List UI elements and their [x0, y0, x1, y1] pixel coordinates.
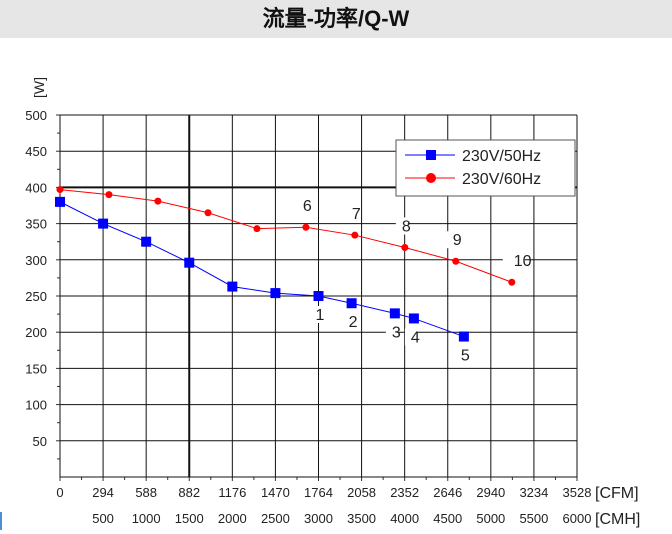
- point-label: 7: [352, 206, 361, 223]
- point-label-bg: [296, 197, 309, 215]
- point-label: 8: [402, 218, 411, 235]
- data-point: [56, 186, 64, 194]
- data-point: [508, 278, 516, 286]
- series-line: [59, 189, 512, 283]
- y-axis-label: [W]: [31, 77, 47, 98]
- y-tick-label: 500: [25, 108, 47, 123]
- x2-tick-label: 4500: [433, 511, 462, 526]
- x-tick-label: 3528: [563, 485, 592, 500]
- data-point: [313, 291, 324, 301]
- data-point: [270, 288, 281, 299]
- edge-marker: [0, 512, 2, 530]
- x2-tick-label: 2500: [261, 511, 290, 526]
- x2-tick-label: 1000: [132, 511, 161, 526]
- point-label: 3: [392, 324, 401, 341]
- data-point: [458, 331, 469, 342]
- x2-tick-label: 1500: [175, 511, 204, 526]
- data-point: [253, 225, 261, 233]
- chart-title: 流量-功率/Q-W: [0, 0, 672, 38]
- x-tick-label: 882: [178, 485, 200, 500]
- legend-label: 230V/60Hz: [462, 171, 541, 188]
- x2-axis-label: [CMH]: [595, 511, 640, 528]
- y-tick-label: 50: [33, 434, 47, 449]
- x2-tick-label: 3500: [347, 511, 376, 526]
- x-tick-label: 1470: [261, 485, 290, 500]
- point-label-bg: [385, 323, 398, 341]
- x-tick-label: 294: [92, 485, 114, 500]
- point-label-bg: [345, 205, 358, 223]
- x-tick-label: 2058: [347, 485, 376, 500]
- x2-tick-label: 5500: [519, 511, 548, 526]
- legend-box: [395, 139, 576, 197]
- y-tick-label: 450: [25, 144, 47, 159]
- x-tick-label: 2940: [476, 485, 505, 500]
- x2-tick-label: 4000: [390, 511, 419, 526]
- x2-tick-label: 3000: [304, 511, 333, 526]
- data-point: [141, 236, 152, 247]
- data-point: [204, 209, 212, 217]
- point-label: 10: [514, 253, 532, 270]
- point-label-bg: [342, 313, 355, 331]
- x2-tick-label: 6000: [563, 511, 592, 526]
- point-label-bg: [454, 346, 467, 364]
- legend-marker: [426, 150, 436, 160]
- point-label: 4: [411, 329, 420, 346]
- point-label-bg: [309, 306, 322, 323]
- x-tick-label: 2352: [390, 485, 419, 500]
- x-tick-label: 1764: [304, 485, 333, 500]
- x2-tick-label: 5000: [476, 511, 505, 526]
- point-label-bg: [502, 252, 525, 270]
- point-label: 9: [453, 232, 462, 249]
- data-point: [389, 308, 400, 319]
- data-point: [55, 196, 65, 207]
- y-tick-label: 150: [25, 361, 47, 376]
- point-label: 6: [303, 198, 312, 215]
- x-tick-label: 2646: [433, 485, 462, 500]
- data-point: [302, 223, 310, 231]
- x-tick-label: 0: [56, 485, 63, 500]
- point-label: 1: [316, 307, 325, 324]
- data-point: [98, 218, 109, 229]
- legend-marker: [426, 173, 436, 183]
- point-label: 5: [461, 348, 470, 365]
- point-label: 2: [349, 314, 358, 331]
- x2-tick-label: 2000: [218, 511, 247, 526]
- x2-tick-label: 500: [92, 511, 114, 526]
- data-point: [184, 257, 195, 268]
- x-tick-label: 3234: [519, 485, 548, 500]
- data-point: [351, 231, 359, 239]
- y-tick-label: 250: [25, 289, 47, 304]
- point-label-bg: [446, 231, 459, 249]
- x-tick-label: 1176: [218, 485, 246, 500]
- point-label-bg: [395, 217, 408, 235]
- y-tick-label: 400: [25, 180, 47, 195]
- legend-label: 230V/50Hz: [462, 148, 541, 165]
- y-tick-label: 300: [25, 253, 47, 268]
- y-tick-label: 100: [25, 398, 47, 413]
- data-point: [346, 298, 357, 309]
- data-point: [154, 197, 162, 205]
- y-tick-label: 200: [25, 325, 47, 340]
- data-point: [452, 257, 460, 265]
- y-tick-label: 350: [25, 217, 47, 232]
- point-label-bg: [404, 328, 417, 346]
- x-axis-label: [CFM]: [595, 485, 639, 502]
- data-point: [227, 281, 238, 292]
- data-point: [408, 313, 419, 324]
- data-point: [105, 191, 113, 199]
- data-point: [401, 243, 409, 251]
- x-tick-label: 588: [135, 485, 157, 500]
